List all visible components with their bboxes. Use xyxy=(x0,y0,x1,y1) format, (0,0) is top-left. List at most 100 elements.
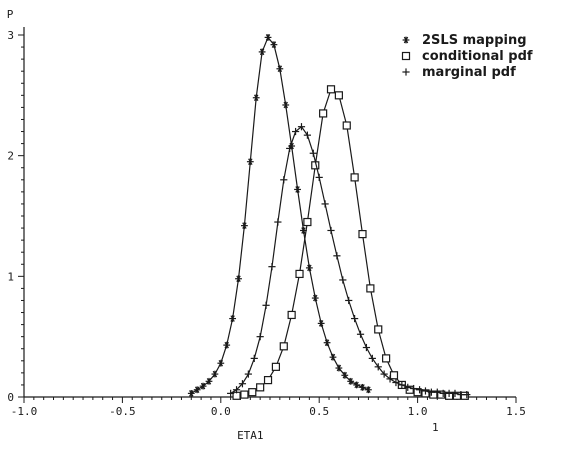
data-point-marginal-pdf xyxy=(227,389,235,397)
data-point-marginal-pdf xyxy=(309,149,317,157)
data-point-marginal-pdf xyxy=(262,301,270,309)
data-point-2sls-mapping xyxy=(258,48,266,56)
data-point-2sls-mapping xyxy=(270,41,278,49)
data-point-marginal-pdf xyxy=(380,370,388,378)
x-tick-label: 0.5 xyxy=(309,405,329,418)
y-tick-label: 2 xyxy=(7,150,14,163)
data-point-conditional-pdf xyxy=(334,91,343,100)
data-point-2sls-mapping xyxy=(193,386,201,394)
data-point-marginal-pdf xyxy=(286,144,294,153)
data-point-conditional-pdf xyxy=(263,376,273,385)
y-axis-ticks: 0 1 2 3 xyxy=(7,29,24,404)
x-tick-label: -1.0 xyxy=(11,405,38,418)
y-tick-label: 0 xyxy=(7,391,14,404)
x-axis-title: ETA1 xyxy=(237,429,264,442)
data-point-conditional-pdf xyxy=(374,325,383,334)
data-point-conditional-pdf xyxy=(319,109,328,118)
series-marginal-pdf xyxy=(227,123,471,399)
data-point-marginal-pdf xyxy=(433,388,441,396)
data-point-marginal-pdf xyxy=(315,173,323,181)
data-point-marginal-pdf xyxy=(404,383,412,391)
legend-label-marginal-pdf: marginal pdf xyxy=(422,65,516,80)
data-point-conditional-pdf xyxy=(342,121,351,130)
data-point-conditional-pdf xyxy=(248,388,257,397)
series-line-2sls-mapping xyxy=(190,36,369,394)
x-axis-annotation: 1 xyxy=(432,421,439,434)
data-point-conditional-pdf xyxy=(389,371,399,380)
data-point-2sls-mapping xyxy=(217,359,225,367)
legend-label-2sls-mapping: 2SLS mapping xyxy=(422,33,527,48)
data-point-2sls-mapping xyxy=(323,339,331,347)
data-point-2sls-mapping xyxy=(252,94,260,102)
y-tick-label: 3 xyxy=(7,29,14,42)
legend-label-conditional-pdf: conditional pdf xyxy=(422,49,533,64)
data-point-marginal-pdf xyxy=(256,333,264,341)
data-point-2sls-mapping xyxy=(276,65,284,73)
data-point-conditional-pdf xyxy=(279,342,288,351)
series-conditional-pdf xyxy=(232,85,469,400)
series-line-conditional-pdf xyxy=(236,88,465,397)
data-point-2sls-mapping xyxy=(311,294,319,302)
data-point-conditional-pdf xyxy=(413,388,422,397)
data-point-marginal-pdf xyxy=(327,226,335,235)
data-point-marginal-pdf xyxy=(291,127,300,136)
data-point-marginal-pdf xyxy=(238,380,247,388)
data-point-marginal-pdf xyxy=(274,218,282,226)
data-point-conditional-pdf xyxy=(295,269,304,279)
data-point-marginal-pdf xyxy=(451,389,459,397)
data-point-marginal-pdf xyxy=(386,375,394,383)
data-point-2sls-mapping xyxy=(359,383,366,391)
data-point-2sls-mapping xyxy=(365,386,372,394)
data-point-marginal-pdf xyxy=(463,390,471,399)
data-point-marginal-pdf xyxy=(415,386,424,394)
data-point-2sls-mapping xyxy=(294,186,301,193)
data-point-2sls-mapping xyxy=(211,370,219,378)
data-point-2sls-mapping xyxy=(353,381,360,389)
data-point-2sls-mapping xyxy=(347,377,355,385)
series-2sls-mapping xyxy=(187,34,372,397)
x-tick-label: -0.5 xyxy=(109,405,136,418)
data-point-2sls-mapping xyxy=(317,319,325,327)
data-point-marginal-pdf xyxy=(339,276,347,284)
data-point-2sls-mapping xyxy=(205,377,213,385)
data-point-marginal-pdf xyxy=(232,386,241,394)
data-point-marginal-pdf xyxy=(392,378,400,387)
data-point-2sls-mapping xyxy=(235,275,242,283)
series-layer xyxy=(187,34,471,400)
data-point-conditional-pdf xyxy=(358,230,367,239)
data-point-marginal-pdf xyxy=(398,381,406,389)
legend-marker-2sls-mapping xyxy=(402,36,410,44)
legend-marker-marginal-pdf xyxy=(402,68,410,76)
data-point-conditional-pdf xyxy=(326,85,336,94)
data-point-conditional-pdf xyxy=(271,362,281,371)
data-point-2sls-mapping xyxy=(341,371,349,379)
x-tick-label: 1.0 xyxy=(408,405,428,418)
data-point-conditional-pdf xyxy=(287,310,296,320)
data-point-marginal-pdf xyxy=(321,200,329,208)
data-point-marginal-pdf xyxy=(368,354,376,362)
data-point-marginal-pdf xyxy=(244,370,252,378)
x-tick-label: 1.5 xyxy=(506,405,526,418)
data-point-2sls-mapping xyxy=(246,158,254,166)
data-point-2sls-mapping xyxy=(229,315,237,322)
data-point-marginal-pdf xyxy=(280,176,288,184)
data-point-marginal-pdf xyxy=(345,296,353,305)
data-point-marginal-pdf xyxy=(362,343,371,352)
data-point-marginal-pdf xyxy=(351,314,359,323)
legend-marker-conditional-pdf xyxy=(401,51,411,61)
data-point-marginal-pdf xyxy=(297,123,306,131)
data-point-marginal-pdf xyxy=(356,330,365,338)
data-point-conditional-pdf xyxy=(240,390,249,399)
x-tick-label: 0.0 xyxy=(211,405,231,418)
data-point-2sls-mapping xyxy=(305,264,313,272)
data-point-2sls-mapping xyxy=(199,382,207,390)
data-point-2sls-mapping xyxy=(223,341,231,349)
data-point-conditional-pdf xyxy=(256,383,265,392)
y-tick-label: 1 xyxy=(7,270,14,283)
data-point-conditional-pdf xyxy=(350,173,359,182)
series-line-marginal-pdf xyxy=(230,125,467,396)
data-point-marginal-pdf xyxy=(421,387,430,395)
data-point-marginal-pdf xyxy=(303,131,311,139)
